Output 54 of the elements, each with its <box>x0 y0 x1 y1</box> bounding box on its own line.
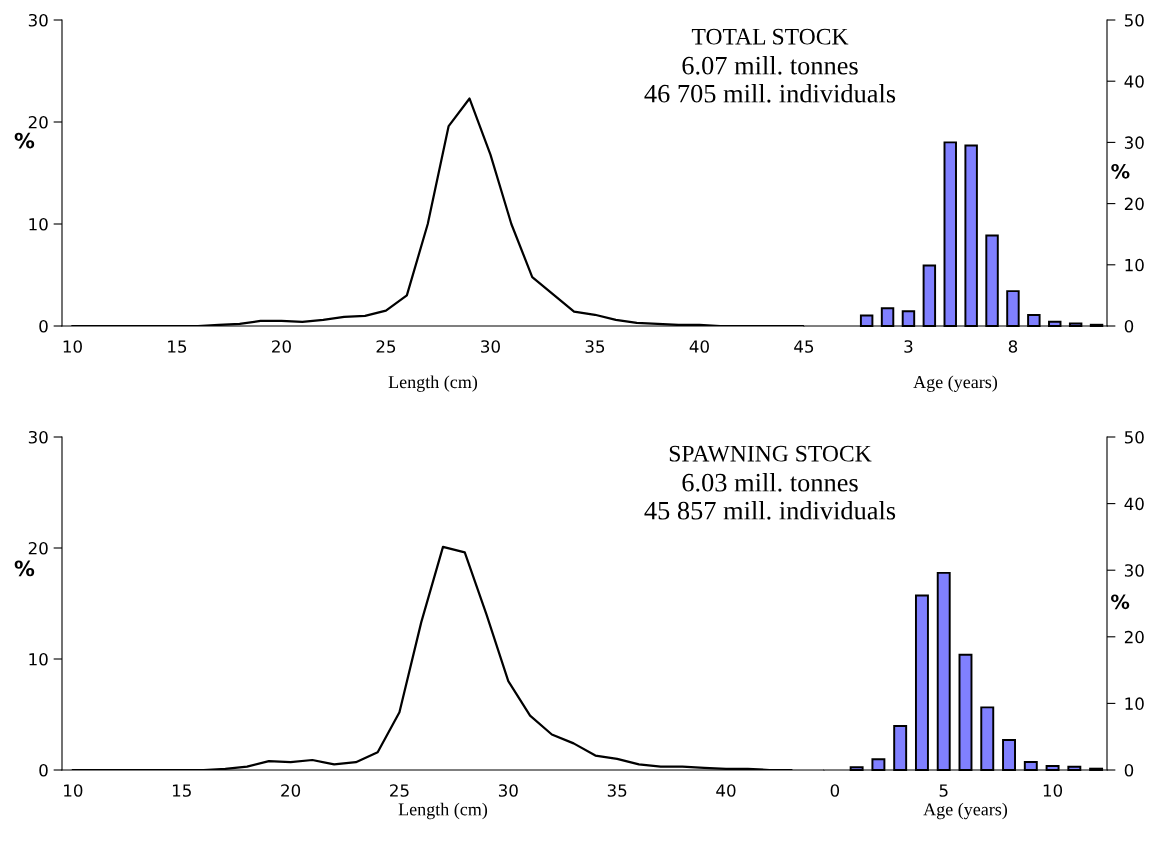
y-tick-label: 20 <box>28 541 48 555</box>
x-tick-label: 30 <box>481 340 500 353</box>
annotation: 45 857 mill. individuals <box>644 501 896 520</box>
y2-tick-label: 0 <box>1124 763 1134 777</box>
x-tick-label: 3 <box>904 340 913 353</box>
annotation: 46 705 mill. individuals <box>644 84 896 103</box>
x-tick-label: 40 <box>689 340 709 353</box>
y2-tick-label: 20 <box>1124 630 1144 644</box>
y-tick-label: 0 <box>39 319 48 333</box>
y-tick-label: 30 <box>28 13 48 27</box>
x-tick-label: 45 <box>794 340 814 353</box>
x-tick-label: 15 <box>172 784 191 797</box>
annotation: SPAWNING STOCK <box>669 445 872 462</box>
y2-tick-label: 30 <box>1124 136 1144 149</box>
x-tick-label: 20 <box>281 784 301 797</box>
x-tick-label: 8 <box>1008 340 1018 353</box>
x-axis-title: Age (years) <box>913 375 998 392</box>
y-tick-label: 0 <box>39 763 48 777</box>
annotation: TOTAL STOCK <box>691 28 849 45</box>
y-tick-label: 30 <box>28 430 48 444</box>
x-tick-label: 35 <box>585 340 605 353</box>
y-tick-label: 10 <box>29 652 48 666</box>
x-tick-label: 10 <box>64 784 83 797</box>
x-tick-label: 25 <box>390 784 409 797</box>
x-tick-label: 40 <box>716 784 736 797</box>
x-tick-label: 0 <box>830 784 840 797</box>
x-tick-label: 5 <box>939 784 948 797</box>
x-axis-title: Length (cm) <box>388 375 478 392</box>
y2-axis-title: % <box>1111 594 1130 610</box>
y2-tick-label: 20 <box>1124 197 1144 211</box>
x-axis-title: Age (years) <box>923 802 1008 820</box>
y-tick-label: 10 <box>29 217 48 231</box>
y2-tick-label: 0 <box>1124 319 1134 333</box>
y2-tick-label: 40 <box>1124 497 1144 511</box>
x-tick-label: 10 <box>63 340 82 353</box>
x-tick-label: 30 <box>498 784 518 797</box>
y-tick-label: 20 <box>28 115 48 129</box>
x-tick-label: 10 <box>1043 784 1063 797</box>
y2-tick-label: 30 <box>1124 564 1144 577</box>
y2-axis-title: % <box>1111 163 1130 179</box>
y-axis-title: % <box>14 560 35 577</box>
annotation: 6.03 mill. tonnes <box>682 473 858 492</box>
y2-tick-label: 50 <box>1124 13 1144 27</box>
x-tick-label: 15 <box>168 340 187 353</box>
x-tick-label: 25 <box>376 340 396 353</box>
y2-tick-label: 40 <box>1124 75 1144 88</box>
y2-tick-label: 50 <box>1124 430 1144 444</box>
annotation: 6.07 mill. tonnes <box>682 56 858 75</box>
y2-tick-label: 10 <box>1125 258 1144 272</box>
x-tick-label: 35 <box>607 784 627 797</box>
y-axis-title: % <box>14 132 35 149</box>
y2-tick-label: 10 <box>1125 697 1144 710</box>
x-axis-title: Length (cm) <box>398 802 488 820</box>
x-tick-label: 20 <box>272 340 291 353</box>
